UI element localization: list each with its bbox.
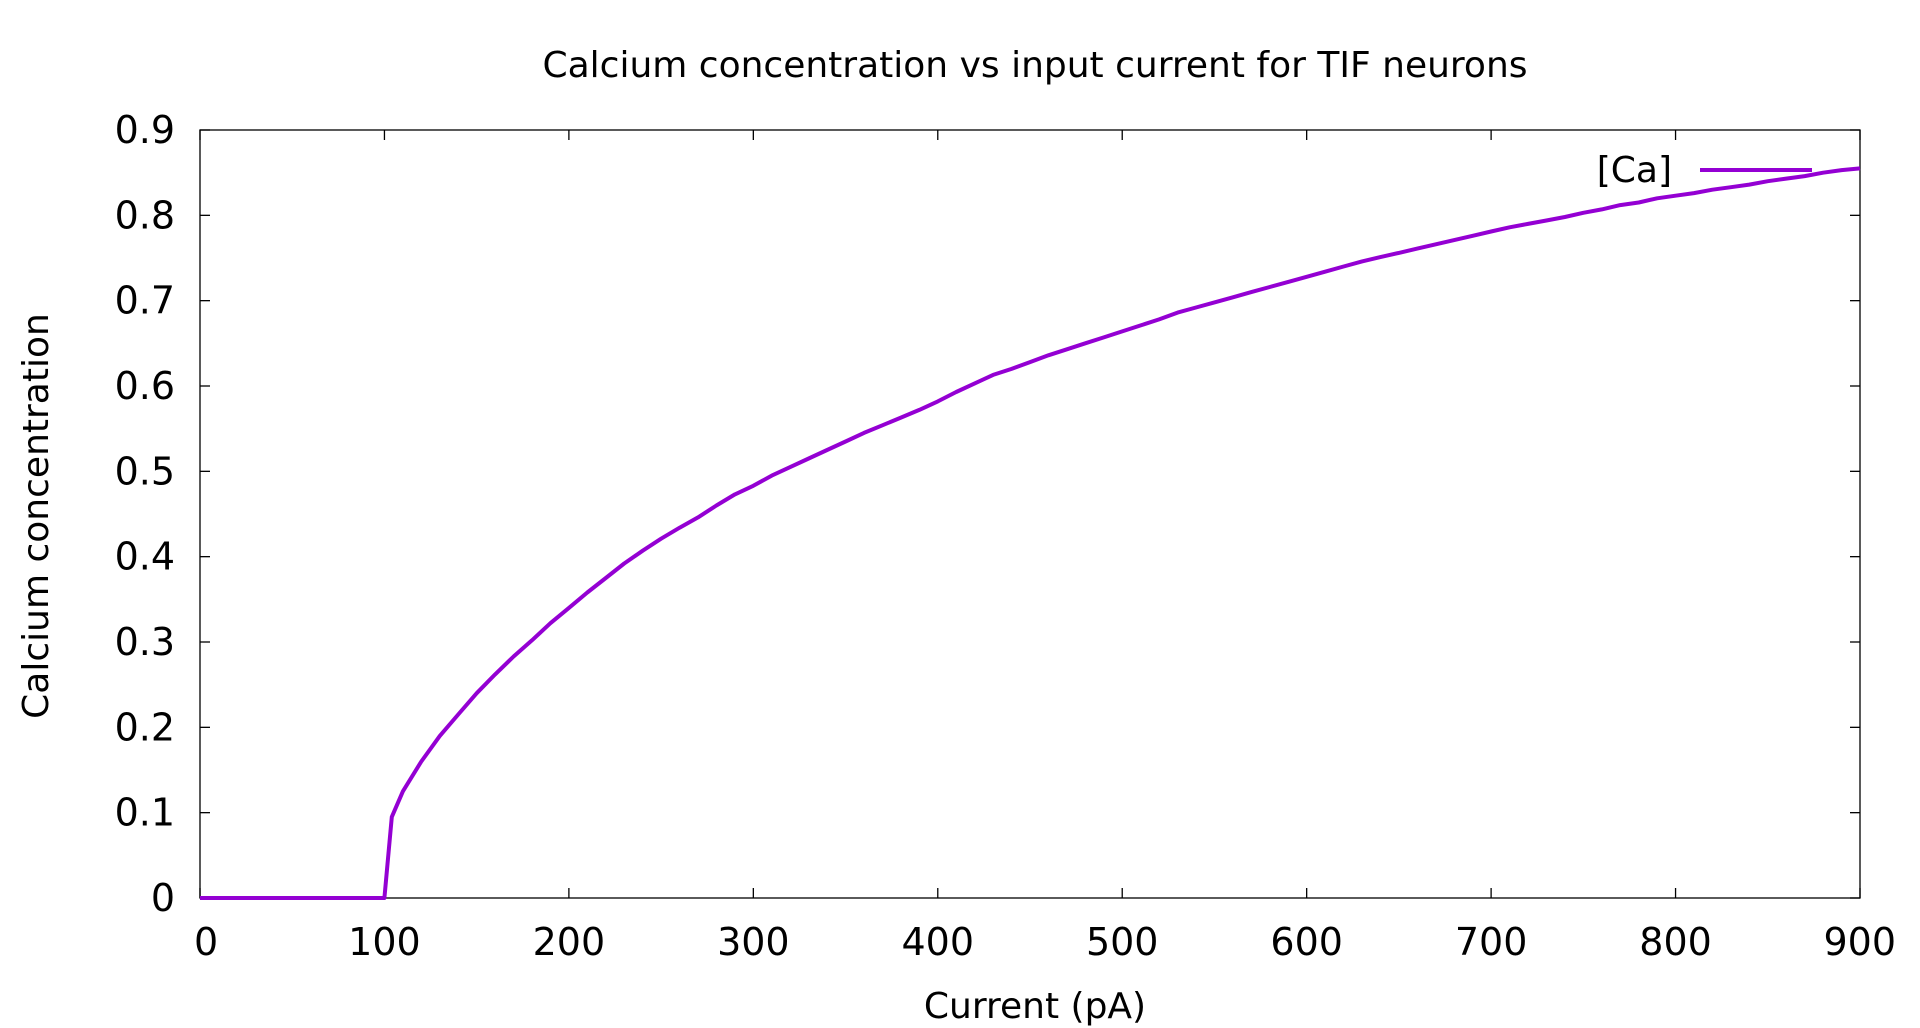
y-axis-label: Calcium concentration [16,313,57,719]
chart-title: Calcium concentration vs input current f… [542,45,1527,86]
x-tick-label: 200 [533,920,606,964]
y-tick-label: 0.1 [115,791,175,835]
y-tick-label: 0.8 [115,193,175,237]
y-tick-label: 0.7 [115,279,175,323]
y-tick-label: 0.3 [115,620,175,664]
axis-tick-labels: 0 100 200 300 400 500 600 700 800 900 0 0.1 0.2 0.3 0.… [115,108,1896,964]
plot-frame [199,129,1861,899]
series-line [200,166,1861,900]
x-tick-label: 500 [1086,920,1159,964]
x-tick-label: 400 [902,920,975,964]
x-tick-label: 900 [1823,920,1896,964]
x-tick-label: 600 [1270,920,1343,964]
x-tick-label: 700 [1455,920,1528,964]
x-axis-label: Current (pA) [924,986,1146,1027]
y-tick-label: 0.4 [115,535,175,579]
y-tick-label: 0 [151,876,175,920]
legend: [Ca] [1597,150,1812,191]
y-tick-label: 0.6 [115,364,175,408]
legend-label: [Ca] [1597,150,1672,191]
series-group [200,166,1861,900]
y-tick-label: 0.9 [115,108,175,152]
x-tick-label: 300 [717,920,790,964]
x-tick-label: 0 [194,920,218,964]
y-tick-label: 0.2 [115,705,175,749]
y-tick-label: 0.5 [115,449,175,493]
x-tick-label: 100 [348,920,421,964]
x-tick-label: 800 [1639,920,1712,964]
